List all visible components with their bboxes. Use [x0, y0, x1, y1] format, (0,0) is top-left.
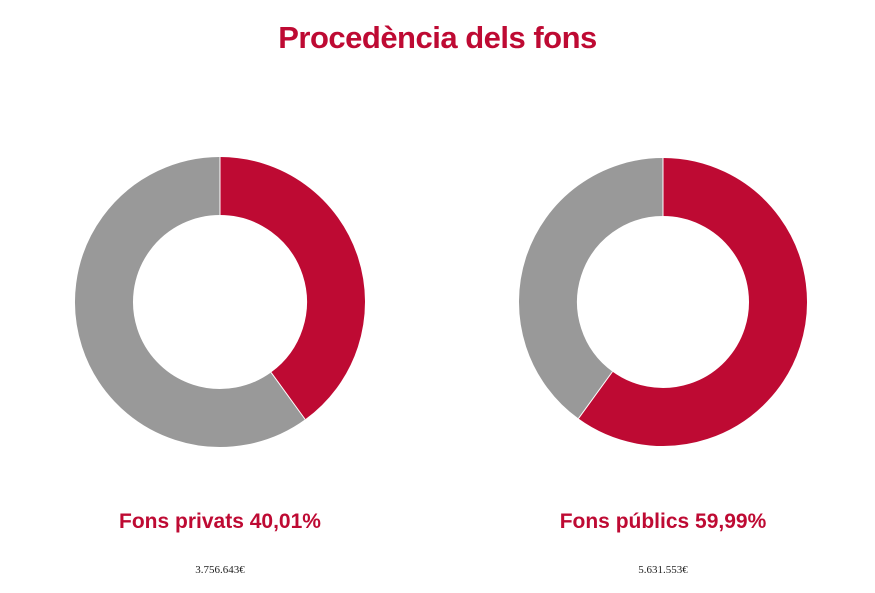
donut-slice-value	[219, 157, 365, 420]
private-funds-label: Fons privats 40,01%	[119, 510, 321, 533]
donut-chart-public-svg	[519, 158, 807, 446]
donut-chart-private: Fons privats 40,01% 3.756.643€	[75, 157, 365, 576]
public-funds-label: Fons públics 59,99%	[559, 510, 767, 533]
donut-slice-separator	[578, 371, 613, 419]
donut-chart-private-svg	[75, 157, 365, 447]
donut-chart-public: Fons públics 59,99% 5.631.553€	[443, 0, 875, 593]
page-title: Procedència dels fons	[278, 20, 597, 55]
donut-slice-value	[578, 158, 807, 446]
public-funds-amount: 5.631.553€	[638, 564, 688, 576]
donut-slice-remainder	[75, 157, 306, 447]
donut-slice-remainder	[519, 158, 664, 419]
private-funds-amount: 3.756.643€	[195, 564, 245, 576]
donut-slice-separator	[270, 372, 306, 420]
